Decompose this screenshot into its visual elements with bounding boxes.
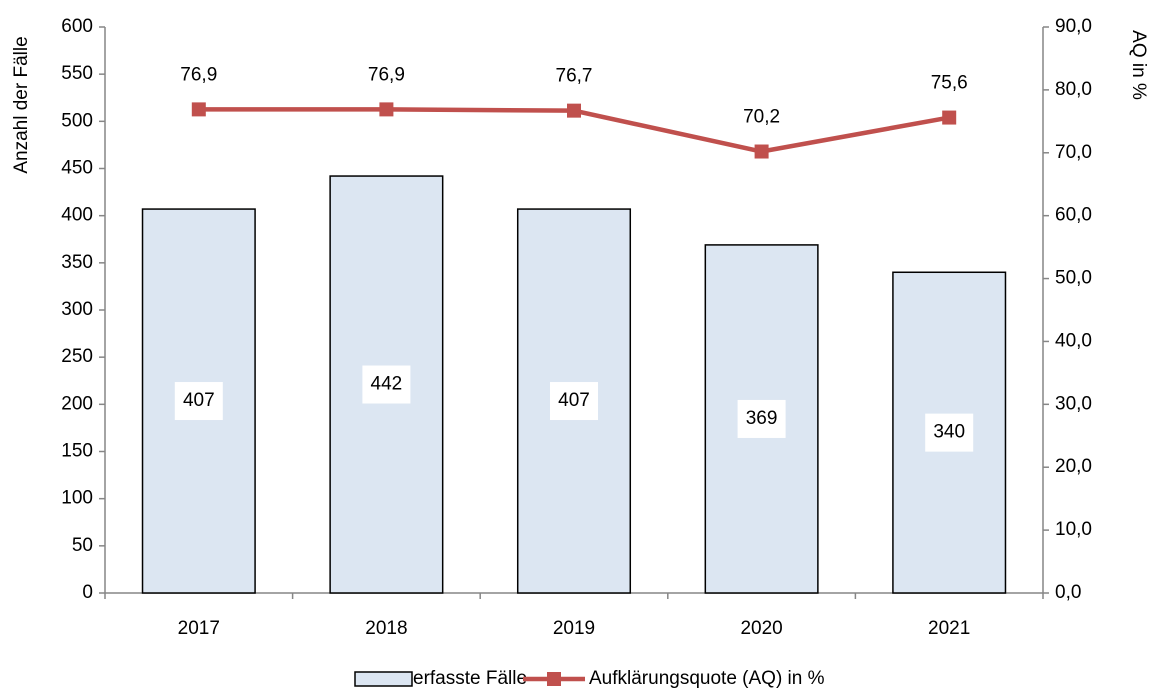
x-tick-label: 2019 <box>553 618 595 639</box>
y-tick-label: 200 <box>61 393 93 414</box>
data-label-box <box>362 365 411 404</box>
x-tick-label: 2021 <box>928 618 970 639</box>
y-axis-title: Anzahl der Fälle <box>11 36 32 173</box>
y-tick-label: 450 <box>61 158 93 179</box>
y-tick-label: 250 <box>61 346 93 367</box>
legend-label: erfasste Fälle <box>413 668 527 689</box>
y2-tick-label: 10,0 <box>1055 519 1092 540</box>
data-label: 76,9 <box>180 64 217 85</box>
y-tick-label: 100 <box>61 488 93 509</box>
y2-tick-label: 30,0 <box>1055 393 1092 414</box>
y2-tick-label: 80,0 <box>1055 79 1092 100</box>
legend-swatch <box>354 671 413 687</box>
data-label: 369 <box>746 408 778 429</box>
y2-tick-label: 50,0 <box>1055 268 1092 289</box>
data-label-box <box>174 382 223 421</box>
legend-label: Aufklärungsquote (AQ) in % <box>589 668 825 689</box>
y-tick-label: 50 <box>72 535 93 556</box>
line-marker <box>379 102 394 117</box>
x-tick-label: 2018 <box>365 618 407 639</box>
y-tick-label: 150 <box>61 441 93 462</box>
data-label: 340 <box>933 422 965 443</box>
data-label: 407 <box>183 390 215 411</box>
y2-axis-title: AQ in % <box>1128 30 1149 100</box>
line-marker <box>754 144 769 159</box>
x-tick-label: 2017 <box>178 618 220 639</box>
legend-marker <box>547 672 561 686</box>
y-tick-label: 300 <box>61 299 93 320</box>
data-label: 442 <box>371 374 403 395</box>
data-label: 75,6 <box>931 73 968 94</box>
data-label-box <box>550 382 598 421</box>
line-marker <box>567 103 581 118</box>
y-tick-label: 500 <box>61 110 93 131</box>
line-marker <box>942 110 957 125</box>
y-tick-label: 400 <box>61 205 93 226</box>
data-label: 407 <box>558 390 590 411</box>
y2-tick-label: 20,0 <box>1055 456 1092 477</box>
y-tick-label: 0 <box>82 582 93 603</box>
y-tick-label: 600 <box>61 16 93 37</box>
y2-tick-label: 60,0 <box>1055 205 1092 226</box>
x-tick-label: 2020 <box>740 618 782 639</box>
data-label: 76,9 <box>368 64 405 85</box>
y-tick-label: 350 <box>61 252 93 273</box>
y2-tick-label: 90,0 <box>1055 16 1092 37</box>
line-marker <box>191 102 206 117</box>
data-label: 70,2 <box>743 107 780 128</box>
data-label: 76,7 <box>556 66 593 87</box>
y2-tick-label: 40,0 <box>1055 330 1092 351</box>
data-label-box <box>925 413 974 452</box>
y2-tick-label: 0,0 <box>1055 582 1081 603</box>
data-label-box <box>737 399 786 438</box>
y-tick-label: 550 <box>61 63 93 84</box>
y2-tick-label: 70,0 <box>1055 142 1092 163</box>
